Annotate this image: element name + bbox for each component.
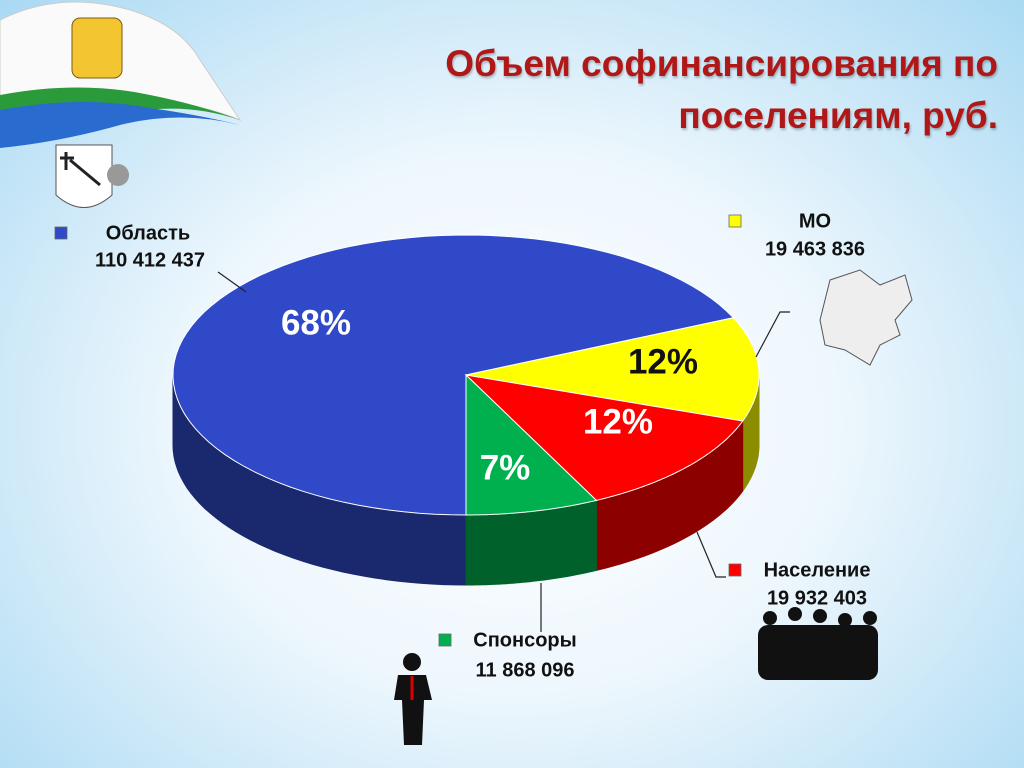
people-icon	[758, 607, 878, 680]
percent-label: 68%	[281, 303, 351, 342]
coat-of-arms-icon	[55, 144, 129, 208]
flag-icon	[0, 1, 242, 148]
pie-slice	[465, 317, 760, 422]
legend-value: 11 868 096	[476, 659, 575, 681]
pie-slice	[172, 234, 735, 516]
legend-value: 19 932 403	[767, 587, 867, 609]
legend-marker	[438, 633, 452, 647]
legend-name: Спонсоры	[473, 629, 576, 651]
person-icon	[394, 653, 432, 745]
percent-label: 12%	[628, 342, 698, 381]
legend-name: Область	[106, 222, 190, 244]
map-icon	[819, 269, 913, 366]
percent-label: 7%	[480, 448, 531, 487]
pie-slice	[465, 373, 598, 516]
legend-marker	[54, 226, 68, 240]
chart-title: Объем софинансирования по поселениям, ру…	[445, 43, 998, 136]
percent-label: 12%	[583, 402, 653, 441]
pie	[172, 234, 760, 586]
legend-value: 19 463 836	[765, 238, 865, 260]
legend-name: МО	[799, 210, 831, 232]
legend-marker	[728, 563, 742, 577]
leader-line	[755, 311, 790, 358]
legend-name: Население	[764, 559, 871, 581]
leader-line	[217, 271, 247, 293]
legend-value: 110 412 437	[95, 249, 205, 271]
leader-line	[696, 531, 726, 578]
pie-slice	[464, 374, 744, 501]
legend-marker	[728, 214, 742, 228]
